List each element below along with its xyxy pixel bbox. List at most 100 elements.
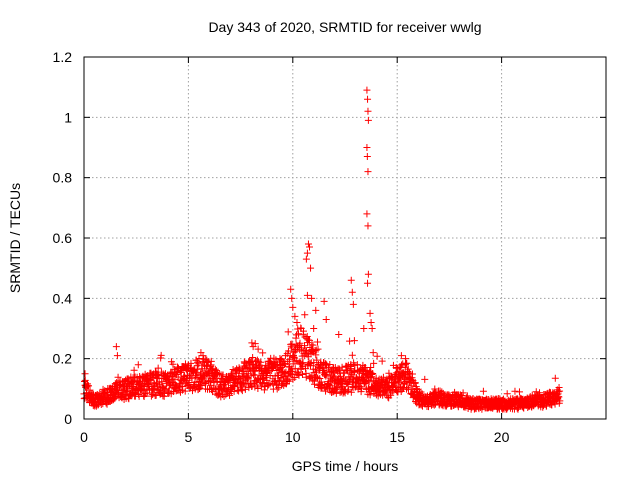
data-point: [289, 375, 297, 383]
data-point: [320, 366, 328, 374]
data-point: [204, 368, 212, 376]
data-point: [325, 381, 333, 389]
data-point: [153, 370, 161, 378]
x-tick-label: 15: [389, 429, 405, 445]
data-point: [401, 361, 409, 369]
data-point: [294, 330, 302, 338]
data-point: [363, 144, 371, 151]
data-point: [307, 362, 315, 370]
data-point: [346, 337, 354, 345]
data-point: [154, 371, 162, 379]
y-tick-label: 0: [64, 411, 72, 427]
data-point: [303, 291, 311, 299]
data-point: [259, 349, 267, 357]
x-tick-label: 5: [185, 429, 193, 445]
data-point: [363, 153, 371, 161]
data-point: [316, 374, 324, 382]
data-point: [193, 368, 201, 376]
data-point: [85, 382, 93, 390]
data-point: [284, 328, 292, 336]
data-point: [353, 361, 361, 369]
data-point: [551, 374, 559, 382]
data-point: [113, 352, 121, 360]
data-point: [369, 349, 377, 357]
data-point: [285, 377, 293, 385]
data-point: [262, 373, 270, 381]
data-point: [350, 337, 358, 345]
data-point: [387, 389, 395, 397]
data-point: [364, 222, 372, 230]
data-point: [418, 390, 426, 398]
data-point: [408, 370, 416, 378]
data-point: [199, 352, 207, 360]
data-point: [379, 373, 387, 381]
data-point: [370, 359, 378, 367]
data-point: [397, 352, 405, 360]
x-axis-title: GPS time / hours: [292, 458, 399, 474]
data-point: [258, 370, 266, 378]
data-point: [302, 255, 310, 263]
data-point: [154, 364, 162, 372]
data-point: [288, 340, 296, 348]
data-point: [285, 356, 293, 364]
data-point: [344, 387, 352, 395]
data-point: [297, 325, 305, 332]
data-point: [308, 294, 316, 302]
data-point: [358, 384, 366, 392]
data-point: [503, 390, 511, 398]
data-point: [176, 367, 184, 375]
data-point: [322, 315, 330, 323]
data-point: [147, 374, 155, 382]
data-point: [364, 107, 372, 115]
x-tick-labels: 0 5 10 15 20: [80, 429, 509, 445]
data-point: [156, 388, 164, 396]
data-point: [210, 379, 218, 387]
data-point: [218, 374, 226, 382]
y-tick-label: 0.8: [53, 170, 73, 186]
data-point: [275, 377, 283, 385]
data-point: [306, 243, 314, 251]
data-point: [367, 318, 375, 326]
data-point: [479, 387, 487, 395]
data-point: [287, 285, 295, 293]
data-point: [292, 334, 300, 342]
data-point: [112, 343, 120, 351]
data-point: [301, 346, 309, 354]
data-point: [364, 95, 372, 103]
data-point: [391, 379, 399, 387]
data-point: [279, 367, 287, 375]
data-point: [128, 379, 136, 387]
data-point: [263, 376, 271, 384]
data-point: [157, 351, 165, 359]
data-point: [81, 376, 89, 384]
data-point: [363, 210, 371, 218]
axis-ticks: [83, 56, 606, 420]
data-point: [179, 382, 187, 390]
data-point: [555, 393, 563, 401]
data-point: [191, 378, 199, 386]
data-point: [330, 378, 338, 386]
data-point: [256, 362, 264, 370]
data-point: [251, 371, 259, 379]
data-point: [363, 86, 371, 94]
data-point: [369, 369, 377, 377]
data-point: [281, 369, 289, 377]
data-point: [511, 387, 519, 395]
data-point: [238, 387, 246, 395]
data-point: [431, 385, 439, 393]
data-point: [264, 381, 272, 389]
data-point: [312, 346, 320, 354]
data-point: [169, 360, 177, 368]
data-point: [394, 377, 402, 385]
data-point: [312, 351, 320, 359]
data-point: [299, 359, 307, 367]
data-point: [515, 388, 523, 396]
data-point: [357, 388, 365, 396]
data-point: [83, 383, 91, 391]
data-point: [292, 347, 300, 355]
data-point: [207, 357, 215, 365]
data-point: [332, 386, 340, 394]
data-point: [304, 240, 312, 248]
data-point: [293, 318, 301, 326]
data-point: [543, 402, 551, 410]
